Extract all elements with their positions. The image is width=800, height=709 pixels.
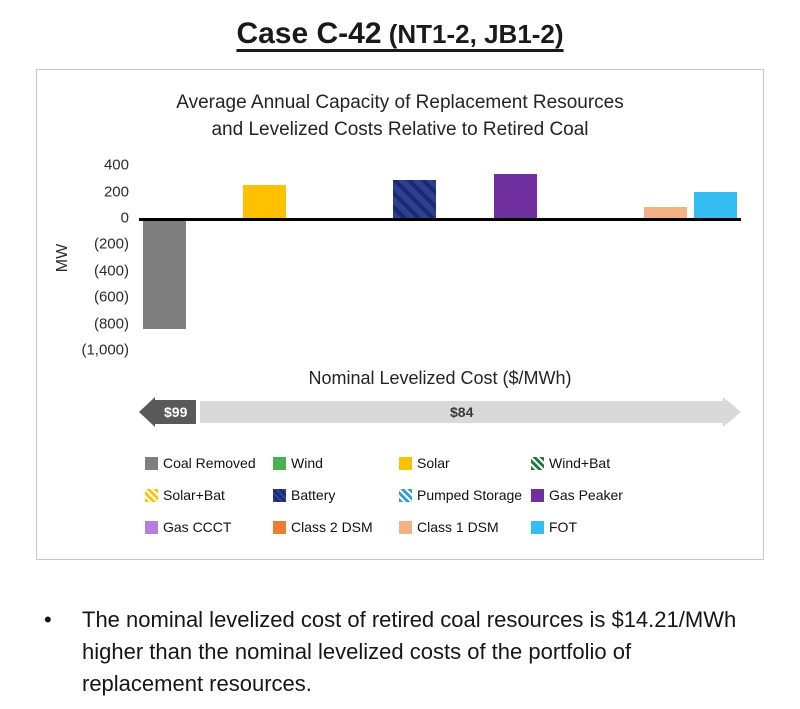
legend-label: Battery <box>291 487 336 504</box>
y-tick-label: (600) <box>93 288 129 306</box>
right-cost-arrow: $84 <box>200 397 741 428</box>
plot-row: MW 400 200 0 (200) (400) (600) (800) (1,000) <box>37 157 763 359</box>
chart-title-line2: and Levelized Costs Relative to Retired … <box>211 118 589 140</box>
bar-solar <box>242 185 286 219</box>
zero-axis-line <box>139 218 741 222</box>
legend-label: Wind <box>291 455 323 472</box>
chart-title-line1: Average Annual Capacity of Replacement R… <box>176 92 624 113</box>
legend-item-solar: Solar <box>399 455 531 471</box>
bar-coal-removed <box>142 221 186 330</box>
y-tick-label: 200 <box>103 183 129 201</box>
y-axis-label: MW <box>51 165 75 350</box>
legend-item-fot: FOT <box>531 519 681 535</box>
legend-label: Gas CCCT <box>163 519 232 536</box>
legend-swatch-class-2-dsm <box>273 520 286 534</box>
legend-swatch-coal-removed <box>145 456 158 470</box>
legend-swatch-class-1-dsm <box>399 520 412 534</box>
chart-panel: Average Annual Capacity of Replacement R… <box>36 69 764 561</box>
bar-class-1-dsm <box>644 207 688 219</box>
legend-item-pumped-storage: Pumped Storage <box>399 487 531 503</box>
legend-label: Coal Removed <box>163 455 256 472</box>
y-axis-label-text: MW <box>54 243 71 272</box>
legend-label: Class 2 DSM <box>291 519 373 536</box>
cost-arrow-row: $99 $84 <box>139 397 741 428</box>
legend-label: Solar+Bat <box>163 487 225 504</box>
plot-area <box>139 165 741 350</box>
bar-fot <box>694 191 738 219</box>
legend-item-gas-ccct: Gas CCCT <box>145 519 273 535</box>
legend-label: Wind+Bat <box>549 455 611 472</box>
legend-label: Class 1 DSM <box>417 519 499 536</box>
legend-item-class-2-dsm: Class 2 DSM <box>273 519 399 535</box>
y-tick-label: 0 <box>120 209 129 227</box>
legend-swatch-solar <box>399 456 412 470</box>
legend-label: Gas Peaker <box>549 487 623 504</box>
legend: Coal Removed Wind Solar Wind+Bat Solar+Bat Ba… <box>145 455 763 535</box>
legend-item-gas-peaker: Gas Peaker <box>531 487 681 503</box>
right-arrow-value: $84 <box>200 401 723 424</box>
y-tick-label: (1,000) <box>81 341 129 359</box>
legend-item-solar-bat: Solar+Bat <box>145 487 273 503</box>
legend-item-wind: Wind <box>273 455 399 471</box>
legend-swatch-fot <box>531 520 544 534</box>
y-axis-ticks: 400 200 0 (200) (400) (600) (800) (1,000) <box>75 157 139 359</box>
legend-swatch-gas-peaker <box>531 488 544 502</box>
chart-title: Average Annual Capacity of Replacement R… <box>37 90 763 143</box>
y-tick-label: (200) <box>93 235 129 253</box>
legend-swatch-wind <box>273 456 286 470</box>
legend-item-battery: Battery <box>273 487 399 503</box>
bar-gas-peaker <box>493 174 537 219</box>
legend-item-coal-removed: Coal Removed <box>145 455 273 471</box>
cost-annotation-label: Nominal Levelized Cost ($/MWh) <box>308 368 572 389</box>
legend-swatch-battery <box>273 488 286 502</box>
legend-swatch-gas-ccct <box>145 520 158 534</box>
legend-item-wind-bat: Wind+Bat <box>531 455 681 471</box>
y-tick-label: (800) <box>93 315 129 333</box>
left-arrow-head-icon <box>139 397 155 428</box>
left-arrow-value: $99 <box>155 400 197 425</box>
legend-swatch-wind-bat <box>531 456 544 470</box>
legend-item-class-1-dsm: Class 1 DSM <box>399 519 531 535</box>
legend-label: Pumped Storage <box>417 487 523 504</box>
page-title: Case C-42 (NT1-2, JB1-2) <box>0 14 800 51</box>
left-cost-arrow: $99 <box>139 397 197 428</box>
bar-battery <box>393 179 437 219</box>
summary-bullet: • The nominal levelized cost of retired … <box>44 604 756 700</box>
legend-swatch-solar-bat <box>145 488 158 502</box>
legend-label: Solar <box>417 455 450 472</box>
page-title-underline: Case C-42 (NT1-2, JB1-2) <box>236 14 563 50</box>
bullet-marker: • <box>44 607 52 633</box>
page-title-suffix: (NT1-2, JB1-2) <box>381 19 564 49</box>
y-tick-label: 400 <box>103 156 129 174</box>
page-title-main: Case C-42 <box>236 17 382 50</box>
y-tick-label: (400) <box>93 262 129 280</box>
legend-swatch-pumped-storage <box>399 488 412 502</box>
bullet-text: The nominal levelized cost of retired co… <box>82 607 737 696</box>
legend-label: FOT <box>549 519 577 536</box>
cost-annotation-section: Nominal Levelized Cost ($/MWh) $99 $84 <box>139 368 741 428</box>
right-arrow-head-icon <box>723 397 741 428</box>
